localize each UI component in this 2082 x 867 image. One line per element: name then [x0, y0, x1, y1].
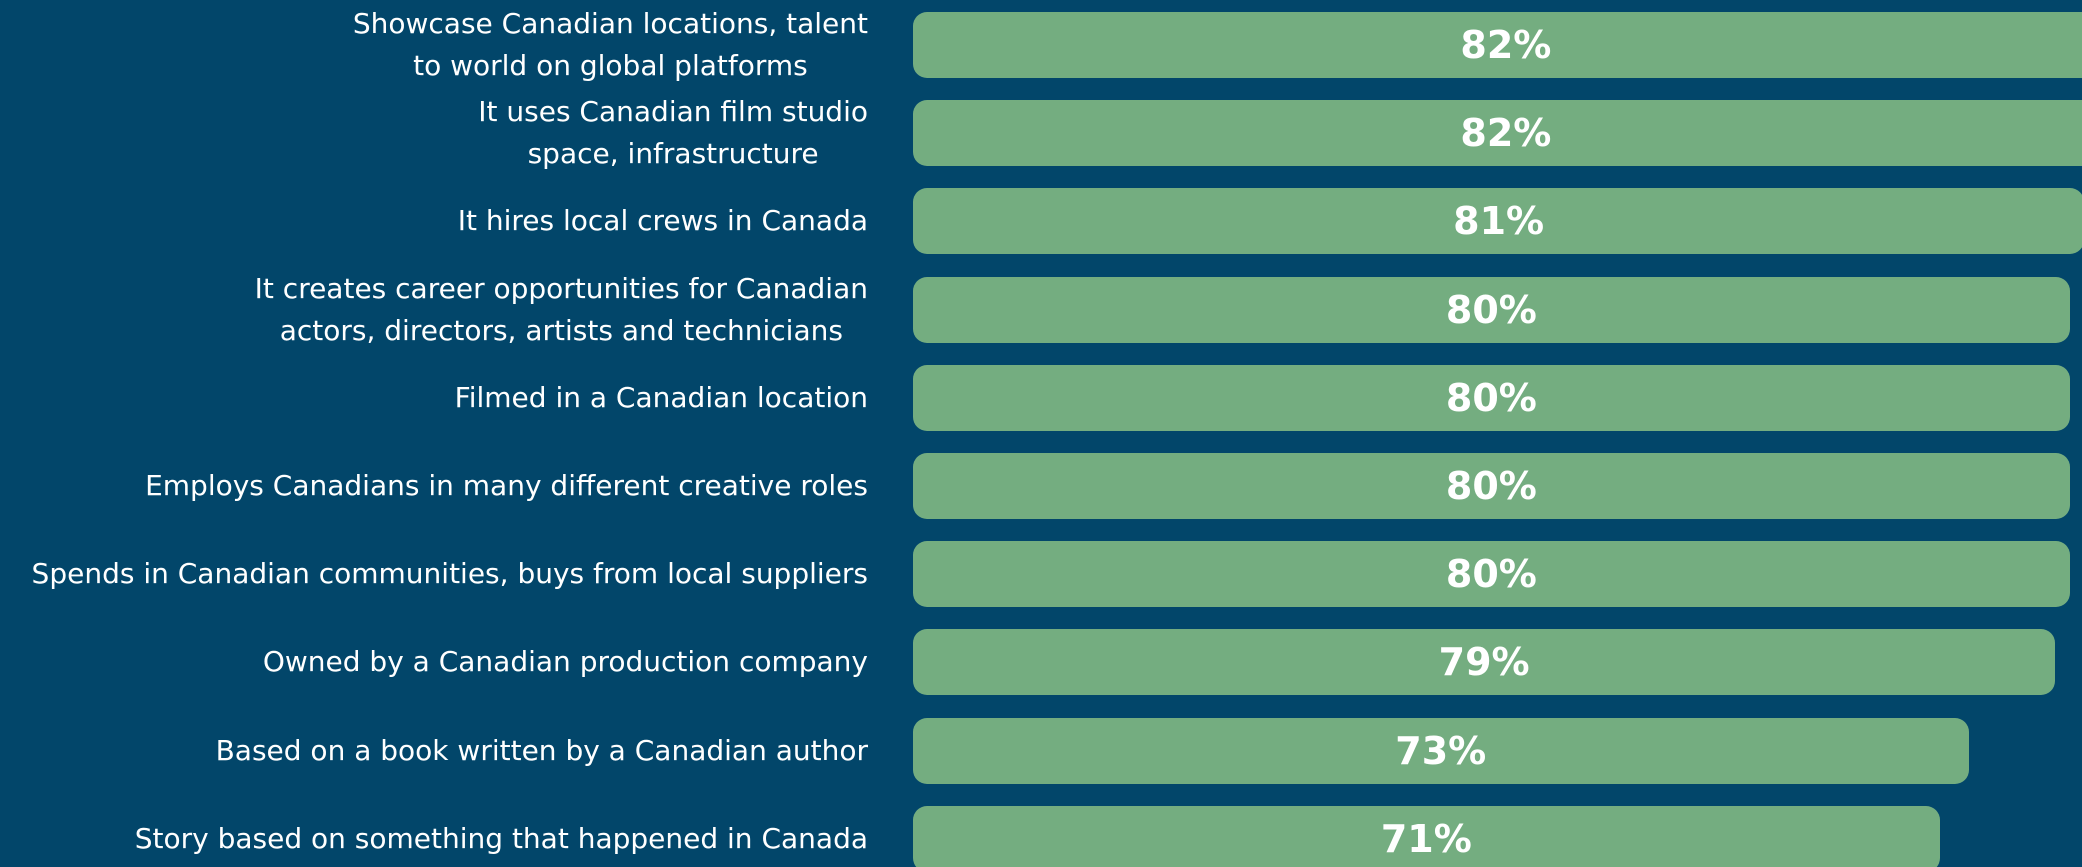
category-label: Spends in Canadian communities, buys fro…	[31, 557, 868, 591]
category-label: Filmed in a Canadian location	[454, 380, 868, 414]
value-label: 79%	[1438, 640, 1530, 685]
category-label: Showcase Canadian locations, talent to w…	[352, 7, 868, 82]
value-label: 81%	[1453, 199, 1545, 244]
bar	[913, 364, 2070, 431]
bar	[913, 276, 2070, 343]
bar	[913, 629, 2056, 696]
category-label: Employs Canadians in many different crea…	[145, 469, 868, 502]
value-label: 80%	[1445, 287, 1537, 332]
category-label: It creates career opportunities for Cana…	[254, 271, 868, 347]
value-label: 80%	[1445, 464, 1537, 508]
bar	[913, 12, 2082, 78]
bar	[913, 717, 1969, 784]
bar	[913, 805, 1940, 867]
bar	[913, 188, 2082, 255]
category-label: Story based on something that happened i…	[134, 821, 868, 855]
value-label: 73%	[1395, 728, 1487, 773]
bar	[913, 100, 2082, 167]
value-label: 71%	[1380, 816, 1472, 861]
category-label: Owned by a Canadian production company	[262, 645, 868, 679]
value-label: 82%	[1460, 23, 1552, 67]
value-label: 80%	[1445, 552, 1537, 597]
value-label: 82%	[1460, 111, 1552, 156]
bar	[913, 453, 2070, 519]
category-label: It hires local crews in Canada	[457, 204, 868, 238]
bar	[913, 541, 2070, 608]
category-label: Based on a book written by a Canadian au…	[215, 733, 868, 767]
value-label: 80%	[1445, 375, 1537, 420]
category-label: It uses Canadian film studio space, infr…	[478, 95, 868, 171]
